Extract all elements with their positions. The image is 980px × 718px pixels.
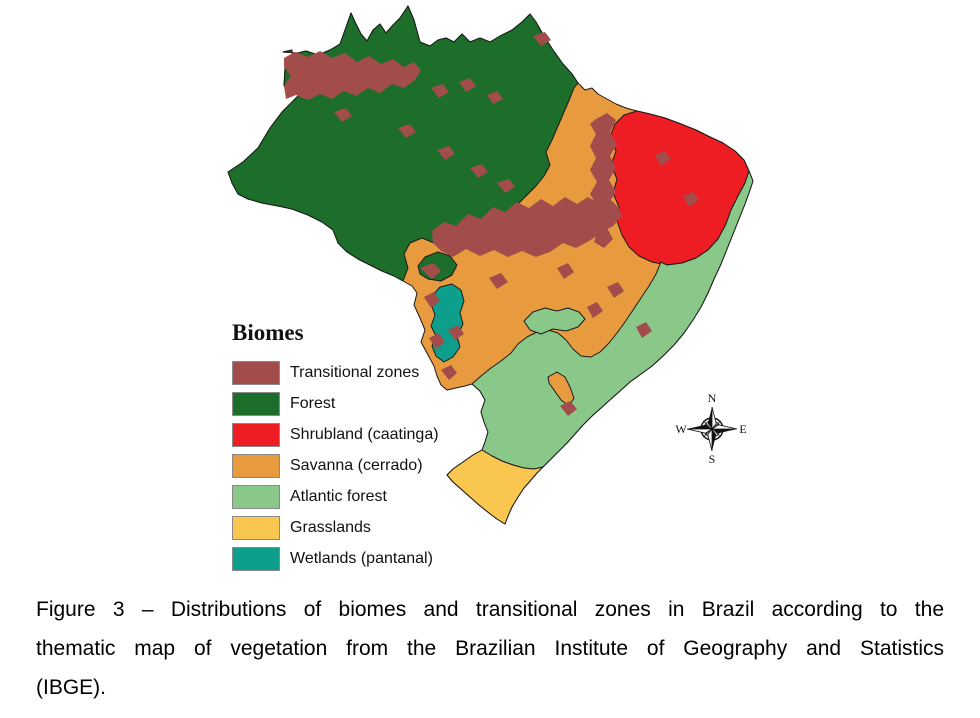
caption-line: thematic map of vegetation from the Braz… bbox=[36, 637, 944, 660]
legend-item-label: Atlantic forest bbox=[290, 488, 387, 505]
atlantic-forest-swatch bbox=[232, 485, 280, 509]
legend-item-label: Grasslands bbox=[290, 519, 371, 536]
legend-item-label: Wetlands (pantanal) bbox=[290, 550, 433, 567]
wetlands-swatch bbox=[232, 547, 280, 571]
caption-line: Figure 3 – Distributions of biomes and t… bbox=[36, 598, 944, 621]
region-atlantic-forest bbox=[471, 170, 754, 470]
shrubland-swatch bbox=[232, 423, 280, 447]
legend-item-forest: Forest bbox=[232, 392, 439, 416]
legend-item-grasslands: Grasslands bbox=[232, 516, 439, 540]
legend-item-shrubland: Shrubland (caatinga) bbox=[232, 423, 439, 447]
grasslands-swatch bbox=[232, 516, 280, 540]
legend-item-label: Transitional zones bbox=[290, 364, 420, 381]
compass-north-label: N bbox=[708, 391, 717, 405]
region-grasslands bbox=[446, 449, 544, 525]
figure-caption: Figure 3 – Distributions of biomes and t… bbox=[36, 590, 944, 707]
region-savanna-finger bbox=[547, 371, 575, 407]
caption-line: (IBGE). bbox=[36, 676, 107, 699]
legend-item-wetlands: Wetlands (pantanal) bbox=[232, 547, 439, 571]
forest-swatch bbox=[232, 392, 280, 416]
legend-item-label: Forest bbox=[290, 395, 336, 412]
legend-item-atlantic: Atlantic forest bbox=[232, 485, 439, 509]
compass-rose-icon: N S W E bbox=[675, 391, 746, 466]
map-legend: Biomes Transitional zones Forest Shrubla… bbox=[232, 320, 439, 578]
legend-item-transitional: Transitional zones bbox=[232, 361, 439, 385]
legend-item-savanna: Savanna (cerrado) bbox=[232, 454, 439, 478]
legend-item-label: Shrubland (caatinga) bbox=[290, 426, 439, 443]
legend-title: Biomes bbox=[232, 320, 304, 345]
compass-west-label: W bbox=[675, 422, 687, 436]
compass-east-label: E bbox=[739, 422, 746, 436]
transitional-zones-swatch bbox=[232, 361, 280, 385]
savanna-swatch bbox=[232, 454, 280, 478]
region-transitional-patches bbox=[284, 32, 699, 416]
compass-south-label: S bbox=[709, 452, 716, 466]
legend-item-label: Savanna (cerrado) bbox=[290, 457, 423, 474]
